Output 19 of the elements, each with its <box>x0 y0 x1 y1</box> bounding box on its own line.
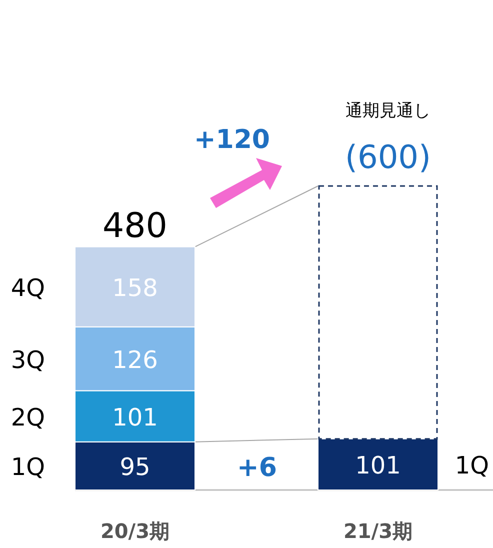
data-label: 126 <box>112 346 158 374</box>
series-label: 2Q <box>10 403 46 432</box>
annotation: +6 <box>237 453 277 483</box>
data-label: 158 <box>112 274 158 302</box>
total-label: (600) <box>344 138 432 176</box>
bar <box>318 185 438 440</box>
total-label: 480 <box>102 206 168 246</box>
series-label: 3Q <box>10 346 46 374</box>
x-tick-label: 20/3期 <box>100 519 170 543</box>
series-label: 1Q <box>454 451 490 480</box>
data-label: 101 <box>112 403 158 432</box>
data-label: 95 <box>120 452 150 481</box>
data-label: 101 <box>355 451 401 480</box>
text: +120 <box>194 125 270 155</box>
bar <box>318 438 438 490</box>
text: 通期見通し <box>346 101 430 121</box>
text: 1Q <box>10 452 46 481</box>
series-label: 4Q <box>10 274 46 302</box>
x-tick-label: 21/3期 <box>343 519 413 543</box>
